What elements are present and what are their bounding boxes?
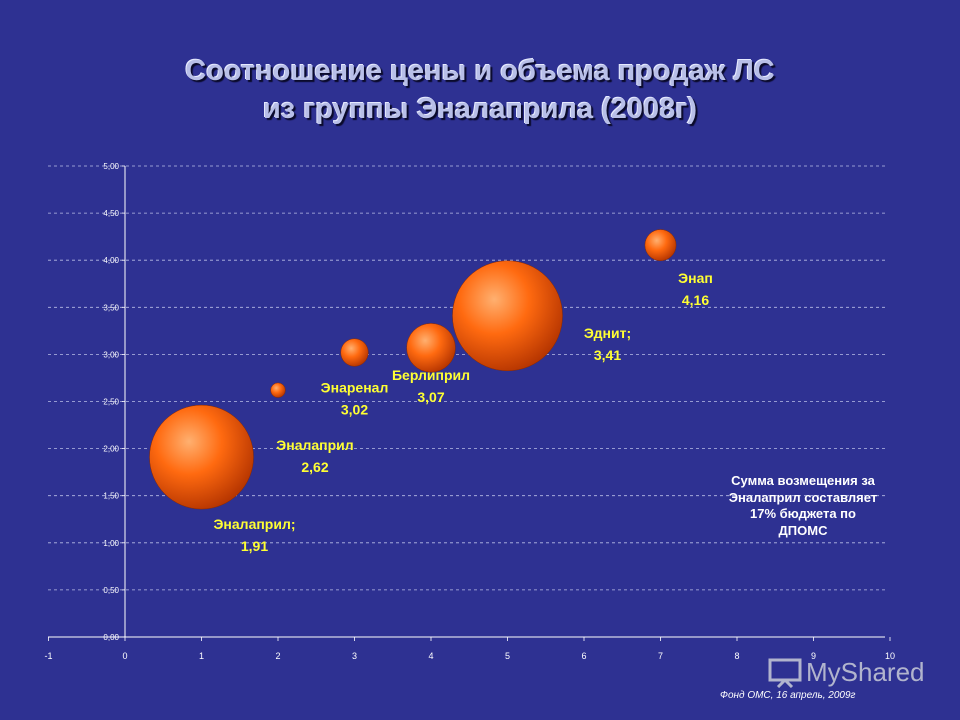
x-tick-label: 6 bbox=[581, 651, 586, 661]
axes: 0,000,501,001,502,002,503,003,504,004,50… bbox=[44, 162, 895, 661]
slide-title: Соотношение цены и объема продаж ЛС из г… bbox=[0, 52, 960, 128]
y-tick-label: 1,00 bbox=[103, 539, 119, 548]
y-tick-label: 1,50 bbox=[103, 492, 119, 501]
bubble-label-name: Эналаприл; bbox=[213, 516, 295, 532]
bubble bbox=[644, 229, 677, 261]
y-tick-label: 0,50 bbox=[103, 586, 119, 595]
title-line-2: из группы Эналаприла (2008г) bbox=[262, 93, 698, 125]
x-tick-label: 2 bbox=[275, 651, 280, 661]
data-labels: Эналаприл; 1,91 Эналаприл 2,62 Энаренал 3,02 Б… bbox=[213, 270, 712, 554]
title-line-1: Соотношение цены и объема продаж ЛС bbox=[185, 55, 775, 87]
watermark-text: MyShared bbox=[806, 657, 925, 687]
x-tick-label: 10 bbox=[885, 651, 895, 661]
bubble bbox=[406, 323, 456, 373]
watermark: MyShared bbox=[768, 657, 925, 688]
bubbles bbox=[149, 229, 677, 510]
x-tick-label: 1 bbox=[199, 651, 204, 661]
x-tick-label: 3 bbox=[352, 651, 357, 661]
bubble-label-name: Энаренал bbox=[321, 380, 389, 396]
bubble-label-name: Эналаприл bbox=[276, 437, 353, 453]
y-tick-label: 2,50 bbox=[103, 398, 119, 407]
x-tick-label: 8 bbox=[734, 651, 739, 661]
x-tick-label: 7 bbox=[658, 651, 663, 661]
y-tick-label: 4,00 bbox=[103, 256, 119, 265]
presentation-icon bbox=[768, 658, 802, 688]
bubble-label-name: Эднит; bbox=[584, 325, 631, 341]
bubble-label-value: 4,16 bbox=[682, 292, 709, 308]
x-tick-label: 9 bbox=[811, 651, 816, 661]
y-tick-label: 3,00 bbox=[103, 350, 119, 359]
bubble-label-value: 3,41 bbox=[594, 347, 621, 363]
bubble bbox=[340, 338, 369, 367]
gridlines bbox=[48, 165, 885, 591]
x-tick-label: 4 bbox=[428, 651, 433, 661]
budget-note: Сумма возмещения за Эналаприл составляет… bbox=[728, 473, 878, 538]
bubble-label-value: 1,91 bbox=[241, 538, 268, 554]
y-tick-label: 4,50 bbox=[103, 209, 119, 218]
x-tick-label: 0 bbox=[122, 651, 127, 661]
bubble bbox=[452, 260, 563, 372]
x-tick-label: -1 bbox=[44, 651, 52, 661]
y-tick-label: 2,00 bbox=[103, 445, 119, 454]
bubble bbox=[149, 404, 254, 510]
bubble-label-name: Берлиприл bbox=[392, 367, 470, 383]
bubble-label-value: 2,62 bbox=[301, 459, 328, 475]
bubble-label-value: 3,07 bbox=[417, 389, 444, 405]
bubble-label-value: 3,02 bbox=[341, 402, 368, 418]
bubble-label-name: Энап bbox=[678, 270, 713, 286]
source-caption: Фонд ОМС, 16 апрель, 2009г bbox=[720, 690, 856, 701]
x-tick-label: 5 bbox=[505, 651, 510, 661]
y-tick-label: 5,00 bbox=[103, 162, 119, 171]
y-tick-label: 3,50 bbox=[103, 303, 119, 312]
bubble bbox=[270, 382, 286, 398]
